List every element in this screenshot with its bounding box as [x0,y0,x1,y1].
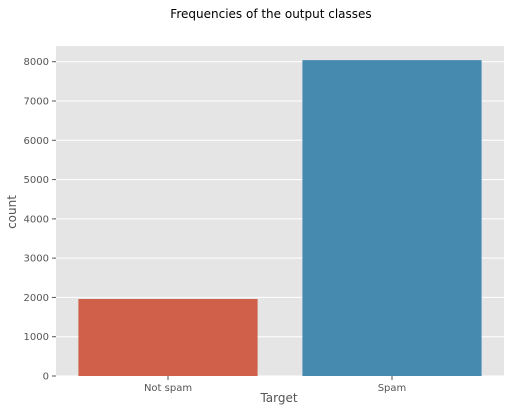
y-tick-label: 4000 [24,214,49,225]
y-tick-label: 3000 [24,254,49,265]
chart-title: Frequencies of the output classes [170,7,371,21]
x-tick-label: Spam [378,383,407,394]
bar-not-spam [78,299,257,376]
x-tick-label: Not spam [144,383,192,394]
y-tick-label: 6000 [24,136,49,147]
y-tick-label: 1000 [24,332,49,343]
y-tick-label: 5000 [24,175,49,186]
y-tick-label: 0 [43,372,49,383]
y-tick-label: 2000 [24,293,49,304]
x-axis-label: Target [259,391,297,405]
y-axis-ticks: 0 1000 2000 3000 4000 5000 6000 7000 8000 [24,57,56,382]
y-tick-label: 7000 [24,97,49,108]
y-tick-label: 8000 [24,57,49,68]
bar-spam [302,60,481,376]
y-axis-label: count [5,195,19,229]
